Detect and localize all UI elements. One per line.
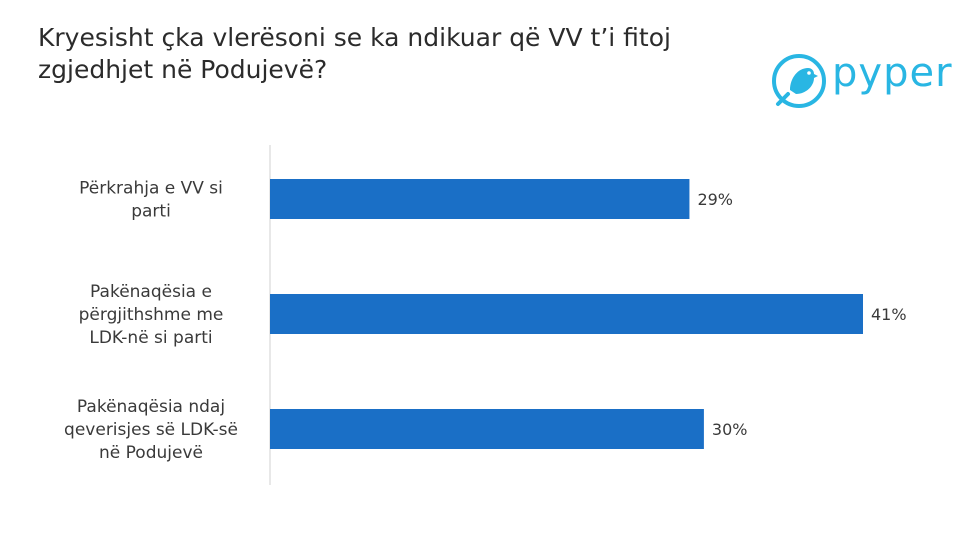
pyper-logo: pyper xyxy=(770,50,960,112)
data-label: 29% xyxy=(697,190,733,209)
chart-title: Kryesisht çka vlerësoni se ka ndikuar që… xyxy=(38,23,671,84)
category-label: Përkrahja e VV si parti xyxy=(79,179,223,222)
bar xyxy=(270,179,690,219)
category-label: Pakënaqësia ndaj qeverisjes së LDK-së në P… xyxy=(64,397,238,463)
data-label: 41% xyxy=(871,305,907,324)
category-label: Pakënaqësia e përgjithshme me LDK-në si pa… xyxy=(79,282,224,348)
bar xyxy=(270,409,704,449)
logo-text: pyper xyxy=(832,50,953,96)
data-label: 30% xyxy=(712,420,748,439)
bird-icon xyxy=(772,54,826,108)
bar xyxy=(270,294,863,334)
